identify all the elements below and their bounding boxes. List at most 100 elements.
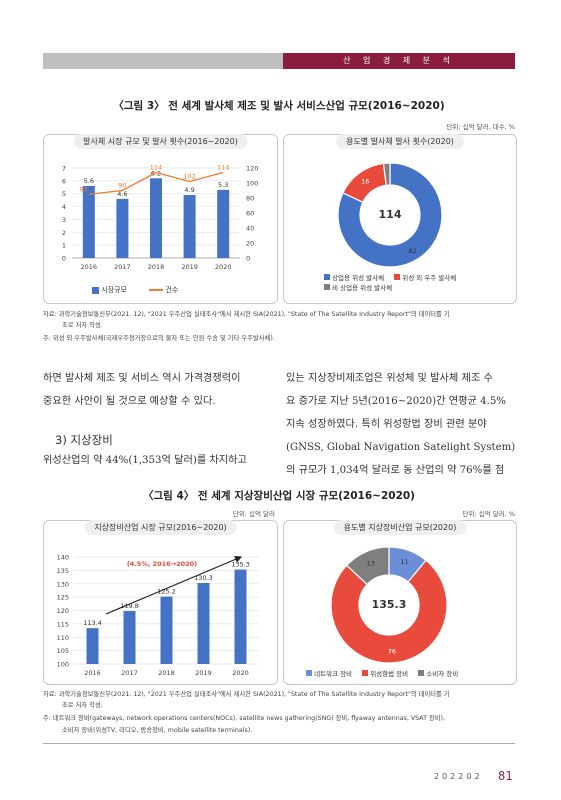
bar <box>217 189 230 258</box>
x-tick-label: 2018 <box>148 263 165 271</box>
line-value-label: 85 <box>80 185 88 193</box>
figure3-left-panel: 발사체 시장 규모 및 발사 횟수(2016~2020) 5.6 4.6 6.2 4.… <box>43 134 278 304</box>
body-right-line2: 요 증가로 지난 5년(2016~2020)간 연평균 4.5% <box>286 396 506 407</box>
bar-value-label: 5.6 <box>84 177 94 185</box>
pie-slice <box>330 559 448 664</box>
line-value-label: 102 <box>183 173 195 181</box>
bar <box>234 569 247 664</box>
body-right-line4: (GNSS, Global Navigation Satelight Syste… <box>286 442 516 453</box>
bar-value-label: 5.3 <box>218 181 228 189</box>
y-tick-label: 4 <box>62 203 66 211</box>
figure4-note-2: 소비자 장비(위성TV, 라디오, 방송장비, mobile satellite… <box>62 727 253 734</box>
ground-market-chart: 113.4 119.8 125.2 130.3 135.3 100 105 110 115 12… <box>57 554 259 677</box>
figure3-right-panel: 용도별 발사체 발사 횟수(2020) 82 16 114 상업용 위성 발사체 … <box>283 134 517 304</box>
y-tick-label: 115 <box>57 620 69 628</box>
figure4-right-panel: 용도별 지상장비산업 규모(2020) 11 76 13 135.3 네트워크 장비… <box>283 520 517 685</box>
y-tick-label: 105 <box>57 647 69 655</box>
line-value-label: 90 <box>118 182 126 190</box>
body-right-line1: 있는 지상장비제조업은 위성체 및 발사체 제조 수 <box>286 373 493 384</box>
body-right-line5: 의 규모가 1,034억 달러로 동 산업의 약 76%를 점 <box>286 465 505 476</box>
pie-slice-label: 13 <box>367 559 375 567</box>
bar <box>197 582 210 664</box>
figure3-pie-legend: 상업용 위성 발사체 위성 외 우주 발사체 비 상업용 위성 발사체 <box>324 273 456 293</box>
figure3-source-cont: 초로 저자 작성. <box>62 322 103 329</box>
y-tick-label: 7 <box>62 165 66 173</box>
body-right-line3: 지속 성장하였다. 특히 위성항법 장비 관련 분야 <box>286 419 487 430</box>
footer-rule <box>43 743 515 744</box>
y-tick-label: 130 <box>57 580 69 588</box>
y-tick-label: 1 <box>62 242 66 250</box>
y-tick-label: 110 <box>57 634 69 642</box>
pie-slice-label: 11 <box>400 558 408 566</box>
figure4-caption: 〈그림 4〉 전 세계 지상장비산업 시장 규모(2016~2020) <box>143 490 415 502</box>
bar-value-label: 135.3 <box>231 561 250 569</box>
figure3-note: 주: 위성 외 우주발사체(국제우주정거장으로의 물자 또는 인원 수송 및 기… <box>43 335 275 342</box>
figure3-left-title: 발사체 시장 규모 및 발사 횟수(2016~2020) <box>73 134 248 149</box>
bar-value-label: 113.4 <box>83 619 102 627</box>
y2-tick-label: 20 <box>246 240 254 248</box>
figure4-left-title: 지상장비산업 시장 규모(2016~2020) <box>84 520 237 535</box>
launch-pie-chart: 82 16 114 <box>337 162 443 268</box>
pie-slice <box>382 162 391 186</box>
y-tick-label: 135 <box>57 567 69 575</box>
bar-value-label: 6.2 <box>151 169 161 177</box>
figure3-source: 자료: 과학기술정보통신부(2021. 12), "2021 우주산업 실태조사… <box>43 311 450 318</box>
issue-number: 202202 <box>434 772 483 781</box>
legend-line-label: 건수 <box>165 286 179 294</box>
y-tick-label: 6 <box>62 177 66 185</box>
pie-center-total: 114 <box>379 208 402 221</box>
x-tick-label: 2017 <box>121 669 138 677</box>
section-label: 산 업 경 제 분 석 <box>283 53 515 69</box>
body-left-line2: 중요한 사안이 될 것으로 예상할 수 있다. <box>43 396 216 407</box>
pie-slice-label: 76 <box>388 647 396 655</box>
header-bar <box>43 53 283 69</box>
figure4-source-cont: 초로 저자 작성. <box>62 702 103 709</box>
x-tick-label: 2019 <box>181 263 198 271</box>
y-tick-label: 100 <box>57 661 69 669</box>
ground-pie-chart: 11 76 13 135.3 <box>330 546 448 664</box>
bar-value-label: 125.2 <box>157 588 176 596</box>
figure3-unit: 단위: 십억 달러, 대수, % <box>446 123 515 131</box>
bar-value-label: 4.6 <box>117 190 127 198</box>
figure4-right-title: 용도별 지상장비산업 규모(2020) <box>333 520 467 535</box>
x-tick-label: 2020 <box>232 669 249 677</box>
pie-legend-item: 위성 외 우주 발사체 <box>402 274 457 282</box>
pie-legend-item: 상업용 위성 발사체 <box>332 274 385 282</box>
figure3-right-title: 용도별 발사체 발사 횟수(2020) <box>336 134 464 149</box>
bar <box>86 628 99 664</box>
pie-legend-swatch <box>324 274 330 280</box>
launch-market-chart: 5.6 4.6 6.2 4.9 5.3 85 90 114 102 114 0 1 2 3 4 5 6 7 0 2… <box>62 164 259 272</box>
x-tick-label: 2018 <box>158 669 175 677</box>
x-tick-label: 2016 <box>84 669 101 677</box>
pie-legend-item: 위성항법 장비 <box>370 670 409 678</box>
figure4-unit-left: 단위: 십억 달러 <box>232 510 275 518</box>
y-tick-label: 2 <box>62 229 66 237</box>
y2-tick-label: 60 <box>246 210 254 218</box>
bar <box>116 198 129 258</box>
figure4-source: 자료: 과학기술정보통신부(2021. 12), "2021 우주산업 실태조사… <box>43 691 450 698</box>
figure4-left-panel: 지상장비산업 시장 규모(2016~2020) 113.4 119.8 125.2 1… <box>43 520 278 685</box>
y2-tick-label: 100 <box>246 180 258 188</box>
legend-bar-swatch <box>92 286 99 294</box>
bar <box>183 195 196 258</box>
pie-legend-swatch <box>362 670 369 676</box>
figure4-unit-right: 단위: 십억 달러, % <box>462 510 515 518</box>
figure4-pie-legend: 네트워크 장비 위성항법 장비 소비자 장비 <box>306 668 458 678</box>
line-value-label: 114 <box>217 164 229 172</box>
pie-slice <box>337 162 443 268</box>
pie-legend-swatch <box>394 274 401 280</box>
x-tick-label: 2020 <box>215 263 232 271</box>
figure4-note-1: 주: 네트워크 장비(gateways, network operations … <box>43 715 445 722</box>
bar <box>82 186 95 258</box>
pie-legend-swatch <box>306 670 312 676</box>
figure3-legend: 시장규모 건수 <box>92 285 178 295</box>
bar <box>150 178 162 258</box>
y-tick-label: 120 <box>57 607 69 615</box>
section-heading: 3) 지상장비 <box>55 433 113 447</box>
series-line <box>88 171 224 195</box>
x-tick-label: 2019 <box>195 669 212 677</box>
pie-legend-item: 소비자 장비 <box>426 670 459 678</box>
bar-value-label: 4.9 <box>184 186 194 194</box>
bar-value-label: 130.3 <box>194 574 213 582</box>
pie-slice-label: 82 <box>408 247 416 255</box>
